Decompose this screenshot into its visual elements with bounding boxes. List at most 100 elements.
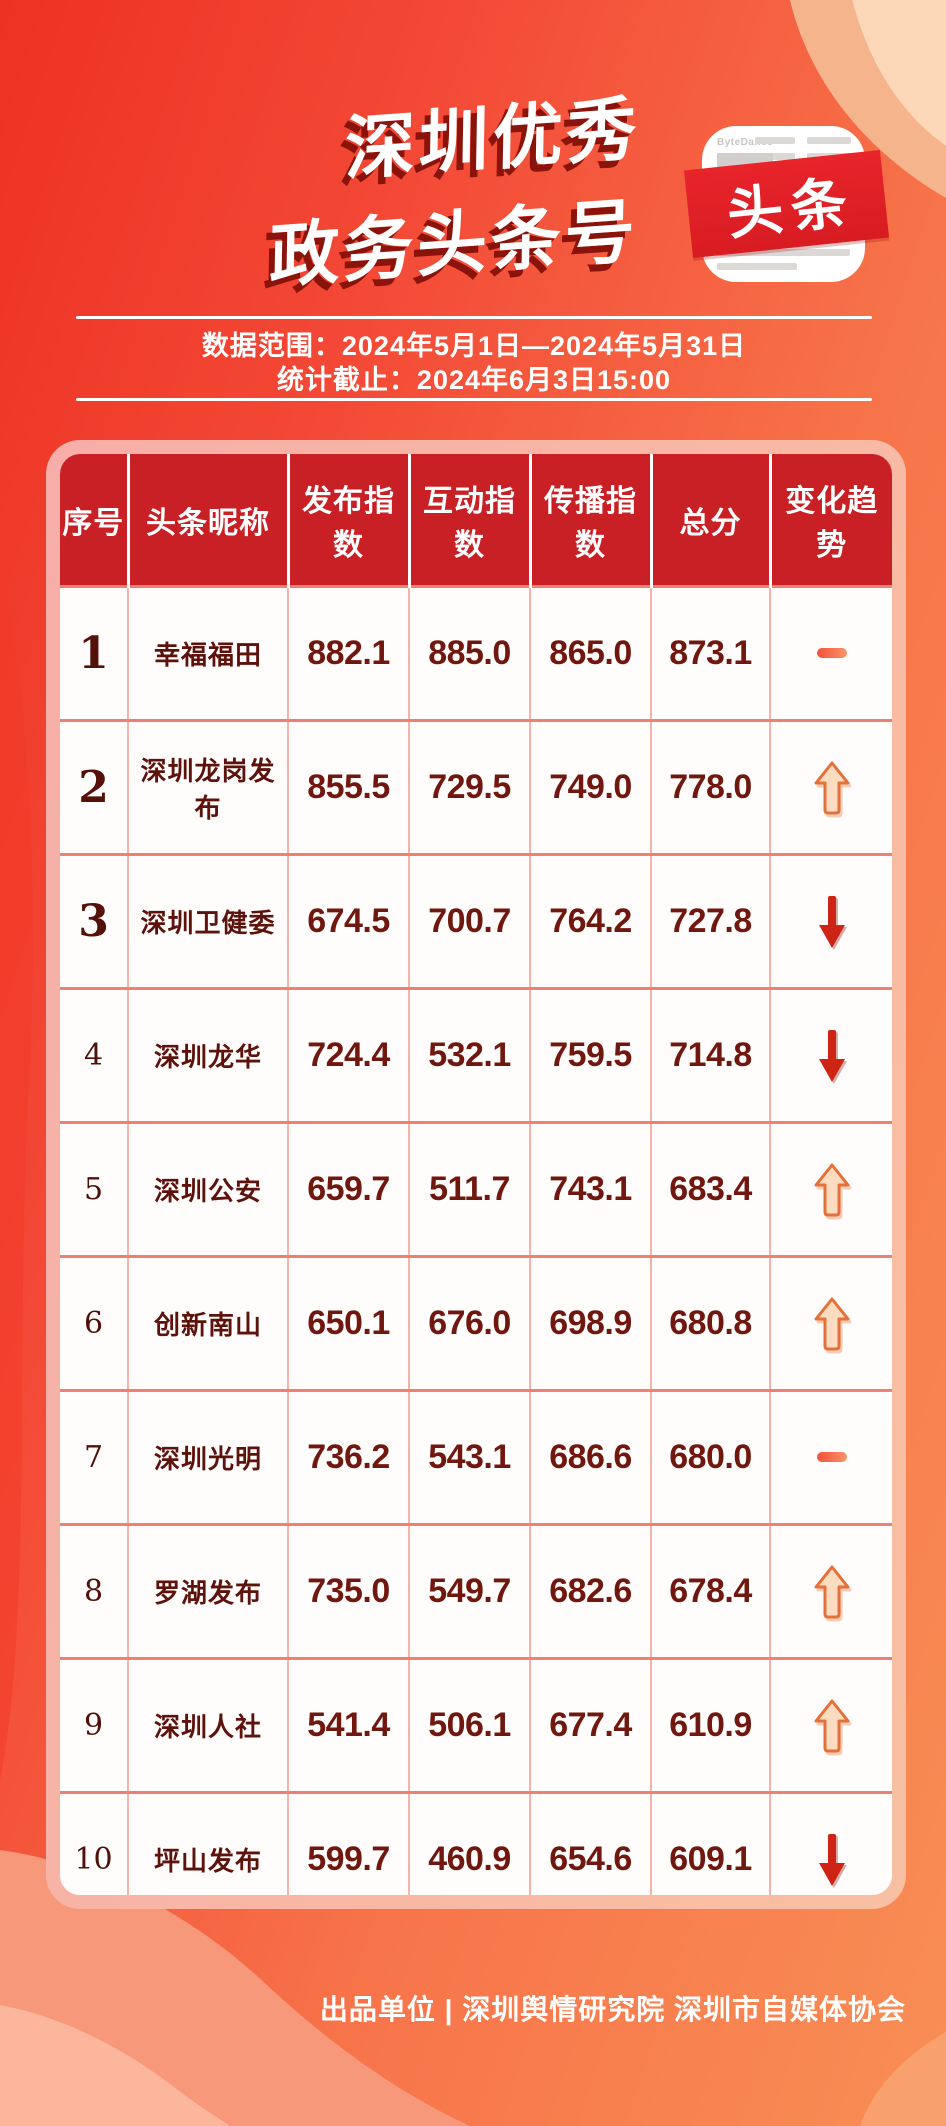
publish-index-cell: 736.2 [287, 1389, 409, 1525]
nickname-cell: 罗湖发布 [127, 1523, 288, 1659]
col-header-trend: 变化趋势 [768, 454, 892, 587]
rank-cell: 6 [60, 1255, 128, 1391]
nickname-cell: 深圳龙岗发布 [127, 719, 288, 855]
table-row: 9 深圳人社 541.4 506.1 677.4 610.9 [60, 1657, 892, 1793]
trend-flat-icon [816, 1451, 847, 1462]
trend-flat-icon [816, 647, 847, 658]
rank-cell: 1 [60, 585, 128, 721]
rank-cell: 10 [60, 1791, 128, 1895]
ranking-card-inner: 序号 头条昵称 发布指数 互动指数 传播指数 总分 变化趋势 1 幸福福田 88… [60, 454, 892, 1895]
interact-index-cell: 460.9 [408, 1791, 530, 1895]
col-header-total-score: 总分 [649, 454, 770, 587]
rank-cell: 5 [60, 1121, 128, 1257]
total-score-cell: 727.8 [650, 853, 770, 989]
wave-left-edge [0, 560, 33, 1780]
nickname-cell: 深圳公安 [127, 1121, 288, 1257]
table-row: 1 幸福福田 882.1 885.0 865.0 873.1 [60, 585, 892, 721]
spread-index-cell: 654.6 [529, 1791, 651, 1895]
newspaper-line-icon [755, 137, 795, 144]
publish-index-cell: 674.5 [287, 853, 409, 989]
total-score-cell: 683.4 [650, 1121, 770, 1257]
publish-index-cell: 541.4 [287, 1657, 409, 1793]
nickname-cell: 深圳卫健委 [127, 853, 288, 989]
newspaper-line-icon [717, 263, 797, 270]
header-row: 序号 头条昵称 发布指数 互动指数 传播指数 总分 变化趋势 [60, 454, 892, 587]
trend-up-icon [814, 1699, 849, 1752]
wave-top-right-medium [790, 0, 946, 198]
publish-index-cell: 855.5 [287, 719, 409, 855]
table-row: 5 深圳公安 659.7 511.7 743.1 683.4 [60, 1121, 892, 1257]
publish-index-cell: 599.7 [287, 1791, 409, 1895]
date-info: 数据范围：2024年5月1日—2024年5月31日 统计截止：2024年6月3日… [76, 329, 872, 397]
trend-up-icon [814, 1163, 849, 1216]
trend-cell [769, 585, 892, 721]
trend-down-icon [818, 895, 845, 948]
rank-cell: 8 [60, 1523, 128, 1659]
toutiao-logo-icon: ByteDance 头条 [683, 126, 890, 282]
trend-down-icon [818, 1029, 845, 1082]
interact-index-cell: 532.1 [408, 987, 530, 1123]
newspaper-line-icon [755, 153, 795, 160]
col-header-publish-index: 发布指数 [286, 454, 409, 587]
nickname-cell: 坪山发布 [127, 1791, 288, 1895]
interact-index-cell: 543.1 [408, 1389, 530, 1525]
col-header-spread-index: 传播指数 [528, 454, 651, 587]
col-header-rank: 序号 [60, 454, 128, 587]
table-row: 4 深圳龙华 724.4 532.1 759.5 714.8 [60, 987, 892, 1123]
publish-index-cell: 735.0 [287, 1523, 409, 1659]
rank-cell: 2 [60, 719, 128, 855]
total-score-cell: 680.8 [650, 1255, 770, 1391]
page-title: 深圳优秀 政务头条号 [129, 77, 641, 317]
spread-index-cell: 682.6 [529, 1523, 651, 1659]
total-score-cell: 873.1 [650, 585, 770, 721]
trend-up-icon [814, 761, 849, 814]
publish-index-cell: 650.1 [287, 1255, 409, 1391]
total-score-cell: 610.9 [650, 1657, 770, 1793]
nickname-cell: 深圳人社 [127, 1657, 288, 1793]
spread-index-cell: 677.4 [529, 1657, 651, 1793]
trend-cell [769, 853, 892, 989]
table-body: 1 幸福福田 882.1 885.0 865.0 873.1 2 深圳龙岗发布 … [60, 585, 892, 1895]
trend-cell [769, 1389, 892, 1525]
interact-index-cell: 549.7 [408, 1523, 530, 1659]
rank-cell: 3 [60, 853, 128, 989]
total-score-cell: 778.0 [650, 719, 770, 855]
spread-index-cell: 759.5 [529, 987, 651, 1123]
trend-cell [769, 987, 892, 1123]
nickname-cell: 幸福福田 [127, 585, 288, 721]
trend-cell [769, 1791, 892, 1895]
newspaper-line-icon [807, 137, 851, 144]
publish-index-cell: 724.4 [287, 987, 409, 1123]
col-header-interact-index: 互动指数 [407, 454, 530, 587]
spread-index-cell: 743.1 [529, 1121, 651, 1257]
trend-down-icon [818, 1833, 845, 1886]
publish-index-cell: 882.1 [287, 585, 409, 721]
trend-up-icon [814, 1565, 849, 1618]
interact-index-cell: 511.7 [408, 1121, 530, 1257]
ranking-table: 序号 头条昵称 发布指数 互动指数 传播指数 总分 变化趋势 1 幸福福田 88… [60, 454, 892, 1895]
interact-index-cell: 506.1 [408, 1657, 530, 1793]
divider-bottom [76, 398, 872, 401]
spread-index-cell: 686.6 [529, 1389, 651, 1525]
interact-index-cell: 729.5 [408, 719, 530, 855]
newspaper-line-icon [717, 249, 850, 256]
toutiao-badge-text: 头条 [723, 169, 858, 246]
nickname-cell: 创新南山 [127, 1255, 288, 1391]
trend-cell [769, 1523, 892, 1659]
table-row: 10 坪山发布 599.7 460.9 654.6 609.1 [60, 1791, 892, 1895]
wave-bottom-right [860, 2032, 946, 2126]
table-row: 8 罗湖发布 735.0 549.7 682.6 678.4 [60, 1523, 892, 1659]
interact-index-cell: 676.0 [408, 1255, 530, 1391]
trend-cell [769, 1121, 892, 1257]
trend-cell [769, 719, 892, 855]
spread-index-cell: 764.2 [529, 853, 651, 989]
total-score-cell: 680.0 [650, 1389, 770, 1525]
stats-deadline: 统计截止：2024年6月3日15:00 [276, 365, 672, 395]
table-row: 6 创新南山 650.1 676.0 698.9 680.8 [60, 1255, 892, 1391]
table-header: 序号 头条昵称 发布指数 互动指数 传播指数 总分 变化趋势 [60, 454, 892, 587]
spread-index-cell: 749.0 [529, 719, 651, 855]
table-row: 2 深圳龙岗发布 855.5 729.5 749.0 778.0 [60, 719, 892, 855]
table-row: 7 深圳光明 736.2 543.1 686.6 680.0 [60, 1389, 892, 1525]
